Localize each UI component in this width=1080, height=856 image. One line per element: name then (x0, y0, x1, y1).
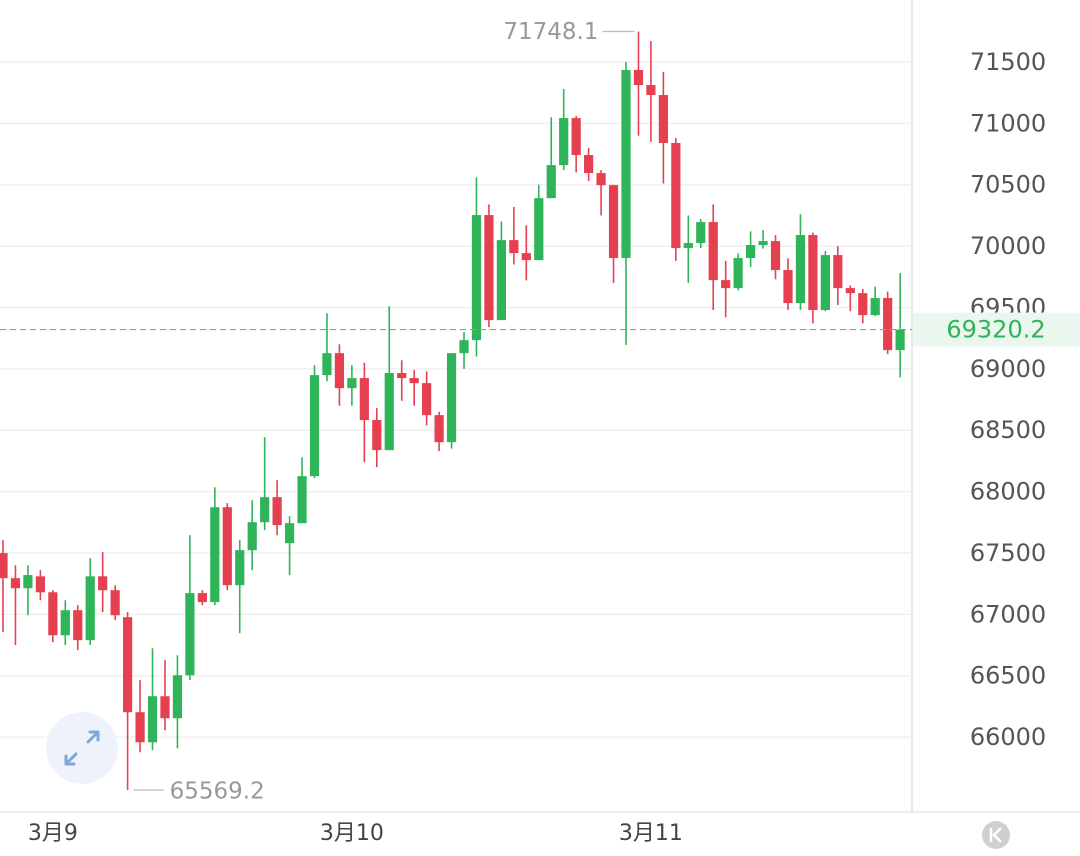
candle-body (795, 235, 806, 304)
candle-body (397, 373, 407, 379)
current-price-label: 69320.2 (946, 316, 1045, 344)
candle-body (73, 610, 83, 641)
candle-body (10, 578, 21, 589)
candle-body (172, 675, 183, 719)
candle-body (883, 298, 893, 351)
candle-body (608, 185, 619, 259)
collapse-button[interactable] (982, 821, 1010, 849)
x-tick-label: 3月9 (28, 821, 78, 846)
candle-body (721, 280, 731, 289)
candle-body (845, 288, 855, 294)
candle-body (509, 240, 519, 254)
candle-body (197, 593, 207, 603)
candle-body (0, 553, 8, 579)
x-tick-label: 3月11 (619, 821, 683, 846)
low-label: 65569.2 (170, 779, 265, 805)
candle-body (658, 95, 668, 144)
y-tick-label: 66500 (970, 662, 1046, 690)
candles (0, 31, 905, 791)
candle-body (372, 420, 382, 451)
candle-body (534, 198, 544, 261)
candle-body (858, 293, 868, 316)
candle-body (272, 497, 282, 526)
y-tick-label: 70500 (970, 171, 1046, 199)
candle-body (147, 696, 158, 743)
candle-body (98, 576, 108, 591)
candle-body (870, 298, 880, 316)
candle-body (359, 378, 369, 421)
candle-body (422, 383, 432, 416)
candle-body (23, 575, 33, 589)
candle-body (708, 222, 718, 281)
candle-body (521, 253, 531, 261)
candle-body (409, 378, 419, 384)
candle-body (783, 270, 793, 304)
expand-button[interactable] (46, 712, 118, 784)
candle-body (596, 173, 606, 186)
candle-body (347, 378, 357, 389)
candle-body (459, 340, 469, 354)
candle-body (284, 523, 295, 544)
grid: 6600066500670006750068000685006900069500… (0, 48, 1046, 846)
y-tick-label: 69000 (970, 355, 1046, 383)
overlay: 71748.1 65569.2 69320.2 (0, 19, 1080, 805)
candle-body (633, 69, 644, 86)
candle-body (646, 85, 656, 96)
candle-body (833, 255, 843, 289)
y-tick-label: 66000 (970, 723, 1046, 751)
candle-body (85, 576, 95, 641)
y-tick-label: 67000 (970, 600, 1046, 628)
candle-body (683, 243, 693, 249)
candle-body (309, 375, 320, 477)
x-tick-label: 3月10 (320, 821, 384, 846)
candle-body (758, 241, 768, 246)
candle-body (110, 590, 120, 616)
candle-body (446, 353, 457, 443)
candle-body (696, 222, 706, 244)
candle-body (185, 593, 195, 676)
candle-body (322, 353, 332, 376)
candle-body (260, 497, 270, 523)
candle-body (820, 255, 830, 311)
current-price-badge (913, 312, 1080, 347)
candle-body (35, 576, 45, 593)
candle-body (733, 258, 743, 289)
candle-body (210, 507, 220, 603)
candle-body (123, 617, 133, 713)
candle-body (471, 215, 482, 341)
candle-body (384, 373, 394, 451)
y-tick-label: 71500 (970, 48, 1046, 76)
candle-body (160, 696, 170, 719)
candle-body (621, 69, 631, 259)
y-tick-label: 68500 (970, 416, 1046, 444)
candle-body (434, 415, 444, 443)
candle-body (60, 610, 70, 636)
candle-body (297, 476, 307, 524)
high-label: 71748.1 (503, 19, 598, 45)
candle-body (770, 241, 781, 271)
candle-body (571, 118, 581, 156)
y-tick-label: 71000 (970, 109, 1046, 137)
candle-body (584, 155, 594, 174)
y-tick-label: 70000 (970, 232, 1046, 260)
candle-body (222, 507, 232, 586)
candle-body (334, 353, 345, 389)
candle-body (559, 118, 569, 166)
candle-body (235, 550, 245, 586)
candle-body (496, 240, 506, 321)
y-tick-label: 68000 (970, 478, 1046, 506)
candle-body (671, 143, 681, 249)
candle-body (48, 592, 58, 636)
candle-body (247, 522, 257, 551)
candle-body (746, 245, 756, 259)
candle-body (808, 235, 818, 311)
candle-body (895, 329, 905, 351)
candle-body (546, 165, 556, 199)
candle-body (484, 215, 494, 321)
candle-body (135, 712, 145, 743)
y-tick-label: 67500 (970, 539, 1046, 567)
